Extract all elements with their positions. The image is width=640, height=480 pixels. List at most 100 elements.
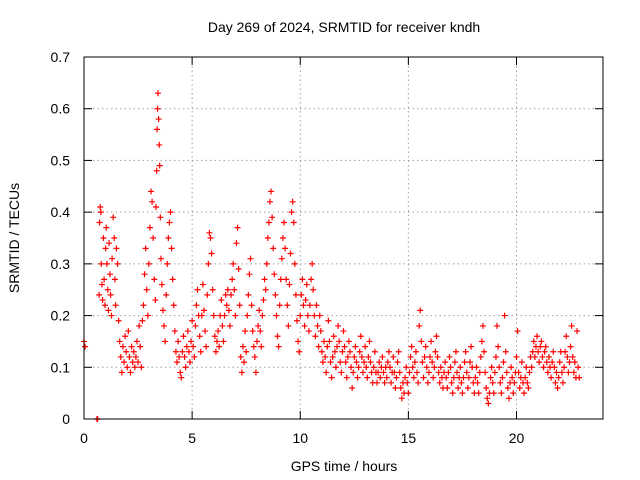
data-point <box>481 348 488 355</box>
data-point <box>292 291 299 298</box>
data-point <box>265 219 272 226</box>
data-point <box>263 260 270 267</box>
data-point <box>191 353 198 360</box>
data-point <box>156 162 163 169</box>
data-point <box>555 374 562 381</box>
data-point <box>301 322 308 329</box>
data-point <box>276 302 283 309</box>
data-point <box>377 374 384 381</box>
y-tick-label: 0.4 <box>51 204 71 220</box>
data-point <box>328 374 335 381</box>
data-point <box>206 229 213 236</box>
data-point <box>496 364 503 371</box>
data-point <box>173 359 180 366</box>
data-point <box>299 276 306 283</box>
data-point <box>331 348 338 355</box>
data-point <box>289 198 296 205</box>
data-point <box>534 333 541 340</box>
data-point <box>495 343 502 350</box>
data-point <box>548 374 555 381</box>
data-point <box>491 369 498 376</box>
data-point <box>337 359 344 366</box>
data-point <box>355 364 362 371</box>
data-point <box>175 338 182 345</box>
data-point <box>219 322 226 329</box>
data-point <box>123 348 130 355</box>
data-point <box>524 379 531 386</box>
data-point <box>336 338 343 345</box>
data-point <box>540 364 547 371</box>
data-point <box>113 245 120 252</box>
data-point <box>261 276 268 283</box>
data-point <box>308 276 315 283</box>
data-point <box>484 395 491 402</box>
data-point <box>406 369 413 376</box>
data-point <box>363 364 370 371</box>
data-point <box>109 255 116 262</box>
data-point <box>82 343 89 350</box>
data-point <box>149 198 156 205</box>
data-point <box>359 369 366 376</box>
x-tick-label: 5 <box>188 430 196 446</box>
data-point <box>343 374 350 381</box>
data-point <box>199 281 206 288</box>
data-point <box>145 260 152 267</box>
data-point <box>132 353 139 360</box>
data-point <box>233 240 240 247</box>
data-point <box>182 364 189 371</box>
data-point <box>290 219 297 226</box>
y-tick-label: 0.3 <box>51 256 71 272</box>
x-tick-label: 10 <box>292 430 308 446</box>
data-point <box>459 390 466 397</box>
data-point <box>414 369 421 376</box>
data-point <box>569 353 576 360</box>
y-tick-label: 0.1 <box>51 359 71 375</box>
data-point <box>503 369 510 376</box>
data-point <box>416 322 423 329</box>
data-point <box>153 167 160 174</box>
data-point <box>284 302 291 309</box>
data-point <box>186 359 193 366</box>
data-point <box>567 343 574 350</box>
x-tick-label: 15 <box>401 430 417 446</box>
data-point <box>151 276 158 283</box>
data-point <box>479 322 486 329</box>
data-point <box>332 364 339 371</box>
data-point <box>140 302 147 309</box>
data-point <box>529 348 536 355</box>
data-point <box>374 379 381 386</box>
data-point <box>462 348 469 355</box>
data-point <box>101 276 108 283</box>
data-points <box>81 90 583 422</box>
data-point <box>487 374 494 381</box>
data-point <box>278 255 285 262</box>
data-point <box>286 281 293 288</box>
data-point <box>161 322 168 329</box>
data-point <box>383 374 390 381</box>
data-point <box>193 302 200 309</box>
data-point <box>222 291 229 298</box>
data-point <box>353 359 360 366</box>
data-point <box>526 369 533 376</box>
data-point <box>197 348 204 355</box>
data-point <box>103 260 110 267</box>
data-point <box>298 291 305 298</box>
data-point <box>166 219 173 226</box>
data-point <box>568 322 575 329</box>
data-point <box>511 379 518 386</box>
data-point <box>277 276 284 283</box>
data-point <box>390 353 397 360</box>
data-point <box>420 374 427 381</box>
data-point <box>215 328 222 335</box>
data-point <box>249 328 256 335</box>
data-point <box>433 333 440 340</box>
axis-ticks: 0 0.1 0.2 0.3 0.4 0.5 0.6 0.7 0 5 10 15 20 <box>51 49 603 446</box>
data-point <box>311 312 318 319</box>
data-point <box>291 260 298 267</box>
data-point <box>144 312 151 319</box>
data-point <box>417 307 424 314</box>
data-point <box>544 369 551 376</box>
data-point <box>407 353 414 360</box>
data-point <box>370 364 377 371</box>
